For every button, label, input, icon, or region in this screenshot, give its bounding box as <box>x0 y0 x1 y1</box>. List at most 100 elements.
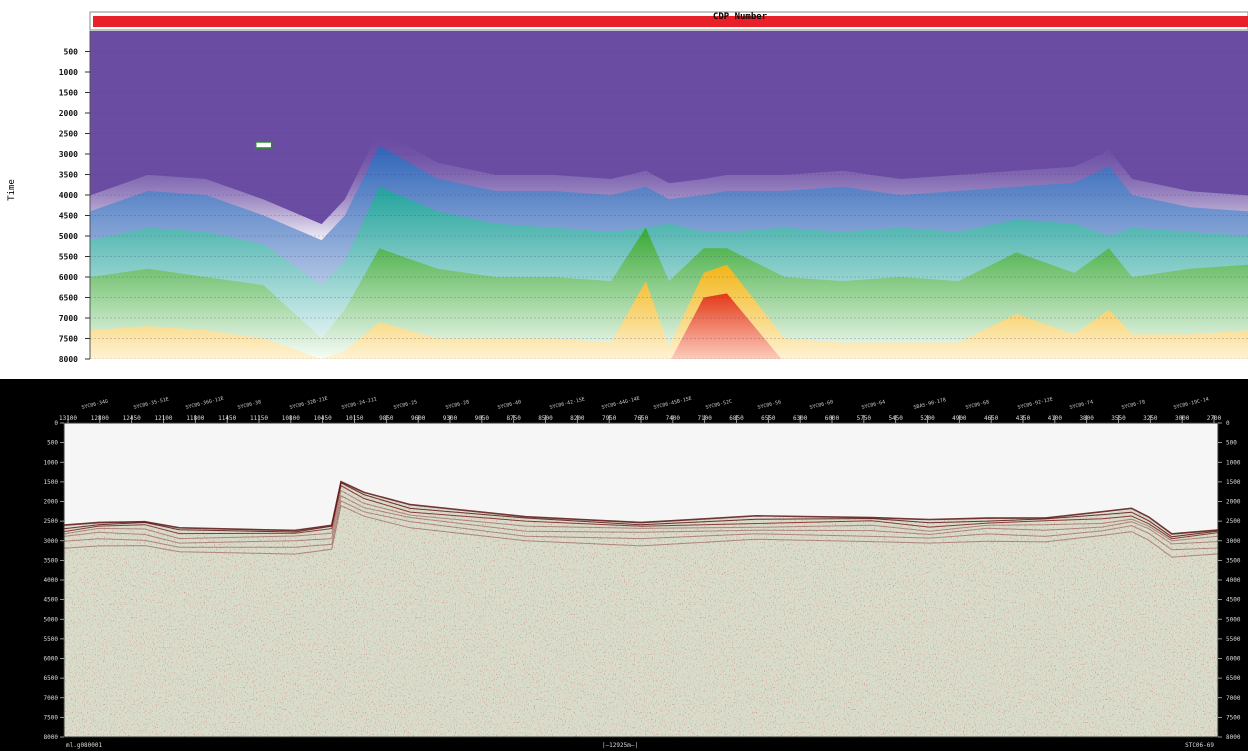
layer-yellow <box>90 264 1248 359</box>
time-tick-label: 0 <box>1226 420 1230 427</box>
cdp-tick-label: 7100 <box>697 415 712 422</box>
cdp-tick-label: 7650 <box>634 415 649 422</box>
time-tick-label: 7000 <box>44 695 59 702</box>
time-tick-label: 5500 <box>44 636 59 643</box>
cdp-tick-label: 6550 <box>761 415 776 422</box>
survey-line-label: SYC06-56 <box>757 399 782 411</box>
y-tick-label: 6500 <box>59 294 78 303</box>
cdp-tick-label: 6000 <box>825 415 840 422</box>
cdp-tick-label: 3250 <box>1143 415 1158 422</box>
time-tick-label: 1500 <box>44 479 59 486</box>
cdp-tick-label: 8200 <box>570 415 585 422</box>
cdp-tick-label: 10150 <box>345 415 363 422</box>
time-tick-label: 5000 <box>1226 616 1241 623</box>
reflector <box>64 489 1218 542</box>
y-tick-label: 7000 <box>59 314 78 323</box>
cdp-header-bar <box>93 16 1248 27</box>
survey-line-label: SYC06-64 <box>861 399 886 411</box>
reflector-lines <box>64 480 1218 558</box>
cdp-tick-label: 4650 <box>984 415 999 422</box>
time-tick-label: 500 <box>47 440 58 447</box>
gridlines <box>90 51 1248 359</box>
time-tick-label: 4500 <box>44 597 59 604</box>
cdp-tick-label: 4350 <box>1016 415 1031 422</box>
survey-line-label: SYC06-28 <box>445 399 470 411</box>
survey-line-labels: SYC06-34G SYC06-35-51E SYC06-36G-11E SYC06-… <box>81 396 1210 411</box>
time-tick-label: 500 <box>1226 440 1237 447</box>
cdp-tick-label: 5450 <box>888 415 903 422</box>
time-tick-label: 1000 <box>1226 459 1241 466</box>
survey-line-label: SYC06-68 <box>965 399 990 411</box>
time-tick-label: 5500 <box>1226 636 1241 643</box>
cdp-tick-label: 5200 <box>920 415 935 422</box>
time-tick-label: 3500 <box>1226 557 1241 564</box>
footer-scale-label: |—12925m—| <box>602 742 638 749</box>
y-tick-label: 3500 <box>59 171 78 180</box>
cdp-tick-label: 5750 <box>857 415 872 422</box>
cdp-tick-label: 8750 <box>506 415 521 422</box>
survey-line-label: SYC06-78 <box>1121 399 1146 411</box>
time-tick-label: 6500 <box>44 675 59 682</box>
survey-line-label: SYC06-45B-15E <box>653 396 692 411</box>
time-tick-label: 6000 <box>44 656 59 663</box>
cdp-tick-label: 10450 <box>314 415 332 422</box>
survey-line-label: SYC06-24-21I <box>341 396 378 411</box>
survey-line-label: SYC06-35-51E <box>133 396 170 411</box>
velocity-model-panel: CDP Number 500 1000 1500 2000 2500 3000 3500 40… <box>0 0 1248 364</box>
cdp-tick-label: 2700 <box>1207 415 1222 422</box>
cdp-tick-label: 12100 <box>154 415 172 422</box>
survey-line-label: SYC06-74 <box>1069 399 1094 411</box>
time-axis-right: 0 500 1000 1500 2000 2500 3000 3500 4000 4500 5000… <box>1218 420 1241 741</box>
time-tick-label: 0 <box>54 420 58 427</box>
time-tick-label: 3000 <box>44 538 59 545</box>
cdp-tick-label: 13100 <box>59 415 77 422</box>
y-tick-label: 4500 <box>59 212 78 221</box>
cdp-tick-label: 6850 <box>729 415 744 422</box>
time-tick-label: 2500 <box>1226 518 1241 525</box>
reflector <box>64 480 1218 535</box>
reflector <box>64 504 1218 558</box>
selection-marker[interactable] <box>254 141 273 149</box>
velocity-layers <box>90 129 1248 359</box>
time-tick-label: 6000 <box>1226 656 1241 663</box>
cdp-tick-label: 9050 <box>475 415 490 422</box>
survey-line-label: SYC06-38 <box>237 399 262 411</box>
survey-line-label: SYC06-36G-11E <box>185 396 224 411</box>
y-tick-label: 3000 <box>59 150 78 159</box>
layer-halo <box>90 129 1248 242</box>
survey-line-label: SYC06-40 <box>497 399 522 411</box>
velocity-model-chart: CDP Number 500 1000 1500 2000 2500 3000 3500 40… <box>7 11 1248 364</box>
time-tick-label: 2500 <box>44 518 59 525</box>
reflector <box>64 484 1218 540</box>
time-tick-label: 2000 <box>44 499 59 506</box>
y-tick-label: 2500 <box>59 130 78 139</box>
time-tick-label: 8000 <box>44 734 59 741</box>
cdp-tick-label: 11450 <box>218 415 236 422</box>
time-tick-label: 1000 <box>44 459 59 466</box>
cdp-tick-label: 12450 <box>123 415 141 422</box>
survey-line-label: SYC06-25 <box>393 399 418 411</box>
time-tick-label: 4000 <box>1226 577 1241 584</box>
survey-line-label: SYC06-32B-21E <box>289 396 328 411</box>
time-tick-label: 3000 <box>1226 538 1241 545</box>
y-tick-label: 8000 <box>59 355 78 362</box>
survey-line-label: SYC06-52C <box>705 399 733 411</box>
time-axis-left: 0 500 1000 1500 2000 2500 3000 3500 4000 4500 5000… <box>44 420 64 741</box>
time-tick-label: 8000 <box>1226 734 1241 741</box>
y-axis-ticks: 500 1000 1500 2000 2500 3000 3500 4000 4500 5000 5… <box>59 48 90 364</box>
cdp-tick-label: 7950 <box>602 415 617 422</box>
y-tick-label: 5000 <box>59 232 78 241</box>
time-tick-label: 4500 <box>1226 597 1241 604</box>
y-tick-label: 1000 <box>59 68 78 77</box>
reflector <box>64 500 1218 551</box>
survey-line-label: SYC06-60 <box>809 399 834 411</box>
y-tick-label: 500 <box>64 48 79 57</box>
survey-line-label: SYC06-44G-14E <box>601 396 640 411</box>
time-tick-label: 7000 <box>1226 695 1241 702</box>
cdp-tick-label: 3800 <box>1079 415 1094 422</box>
cdp-tick-label: 4900 <box>952 415 967 422</box>
footer-right-label: STC06-69 <box>1185 742 1214 749</box>
cdp-tick-label: 10800 <box>282 415 300 422</box>
y-tick-label: 4000 <box>59 191 78 200</box>
time-tick-label: 5000 <box>44 616 59 623</box>
